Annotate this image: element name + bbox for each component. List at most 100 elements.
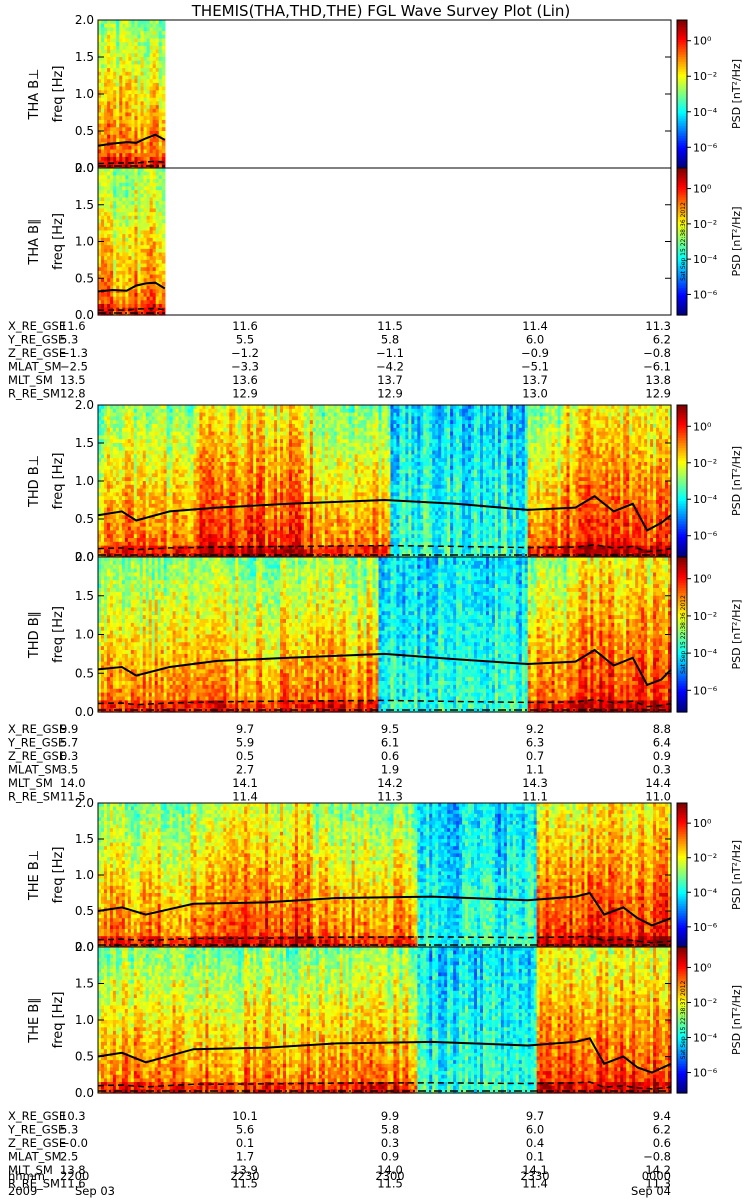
y-tick-label: 1.0 bbox=[75, 87, 94, 101]
y-tick-label: 1.0 bbox=[75, 235, 94, 249]
heatmap-cell bbox=[162, 297, 166, 301]
heatmap-cell bbox=[162, 142, 166, 146]
y-tick-label: 0.5 bbox=[75, 124, 94, 138]
colorbar-tick-label: 10⁰ bbox=[693, 183, 712, 196]
heatmap-cell bbox=[162, 153, 166, 157]
colorbar-tick-label: 10⁻⁴ bbox=[693, 106, 718, 119]
heatmap-cell bbox=[162, 157, 166, 161]
heatmap-cell bbox=[162, 42, 166, 46]
heatmap-cell bbox=[162, 223, 166, 227]
heatmap-cell bbox=[162, 271, 166, 275]
heatmap-cell bbox=[162, 105, 166, 109]
spectrogram-heatmap bbox=[98, 20, 165, 169]
heatmap-cell bbox=[162, 35, 166, 39]
spectrogram-heatmap bbox=[98, 168, 165, 316]
heatmap-cell bbox=[162, 282, 166, 286]
heatmap-cell bbox=[162, 64, 166, 68]
heatmap-cell bbox=[162, 190, 166, 194]
heatmap-cell bbox=[162, 20, 166, 24]
heatmap-cell bbox=[162, 53, 166, 57]
heatmap-cell bbox=[162, 175, 166, 179]
heatmap-cell bbox=[162, 293, 166, 297]
heatmap-cell bbox=[162, 186, 166, 190]
heatmap-cell bbox=[162, 57, 166, 61]
colorbar-tick-label: 10⁻² bbox=[693, 70, 717, 83]
heatmap-cell bbox=[162, 275, 166, 279]
heatmap-cell bbox=[162, 245, 166, 249]
y-tick-label: 1.5 bbox=[75, 198, 94, 212]
heatmap-cell bbox=[162, 300, 166, 304]
heatmap-cell bbox=[162, 249, 166, 253]
heatmap-cell bbox=[162, 194, 166, 198]
heatmap-cell bbox=[162, 253, 166, 257]
heatmap-cell bbox=[162, 208, 166, 212]
colorbar-timestamp: Sat Sep 15 22:38:36 2012 bbox=[680, 202, 687, 281]
heatmap-cell bbox=[162, 172, 166, 176]
y-tick-label: 2.0 bbox=[75, 13, 94, 27]
heatmap-cell bbox=[162, 205, 166, 209]
colorbar-tick-label: 10⁰ bbox=[693, 35, 712, 48]
colorbar: 10⁰ 10⁻² 10⁻⁴ 10⁻⁶ PSD [nT²/Hz] bbox=[677, 20, 743, 169]
heatmap-cell bbox=[162, 101, 166, 105]
colorbar-tick-label: 10⁻⁴ bbox=[693, 253, 718, 266]
y-tick-label: 0.5 bbox=[75, 271, 94, 285]
heatmap-cell bbox=[162, 24, 166, 28]
heatmap-cell bbox=[162, 238, 166, 242]
heatmap-cell bbox=[162, 127, 166, 131]
heatmap-cell bbox=[162, 179, 166, 183]
heatmap-cell bbox=[162, 201, 166, 205]
colorbar-label: PSD [nT²/Hz] bbox=[730, 206, 743, 276]
heatmap-cell bbox=[162, 83, 166, 87]
heatmap-cell bbox=[162, 183, 166, 187]
heatmap-cell bbox=[162, 234, 166, 238]
heatmap-cell bbox=[162, 227, 166, 231]
heatmap-cell bbox=[162, 260, 166, 264]
heatmap-cell bbox=[162, 61, 166, 65]
heatmap-cell bbox=[162, 124, 166, 128]
heatmap-cell bbox=[162, 146, 166, 150]
heatmap-cell bbox=[162, 230, 166, 234]
colorbar-tick-label: 10⁻⁶ bbox=[693, 141, 718, 154]
heatmap-cell bbox=[162, 79, 166, 83]
heatmap-cell bbox=[162, 242, 166, 246]
panel-ylabel-sub: freq [Hz] bbox=[51, 66, 66, 123]
colorbar: 10⁰ 10⁻² 10⁻⁴ 10⁻⁶ PSD [nT²/Hz] Sat Sep 15 22… bbox=[677, 168, 743, 316]
heatmap-cell bbox=[162, 289, 166, 293]
heatmap-cell bbox=[162, 27, 166, 31]
heatmap-cell bbox=[162, 197, 166, 201]
heatmap-cell bbox=[162, 113, 166, 117]
panel-frame bbox=[98, 20, 671, 168]
heatmap-cell bbox=[162, 120, 166, 124]
heatmap-cell bbox=[162, 168, 166, 172]
heatmap-cell bbox=[162, 264, 166, 268]
panel-ylabel-sub: freq [Hz] bbox=[51, 213, 66, 270]
colorbar-label: PSD [nT²/Hz] bbox=[730, 59, 743, 129]
heatmap-cell bbox=[162, 76, 166, 80]
heatmap-cell bbox=[162, 267, 166, 271]
heatmap-cell bbox=[162, 50, 166, 54]
colorbar-tick-label: 10⁻⁶ bbox=[693, 288, 718, 301]
heatmap-cell bbox=[162, 68, 166, 72]
heatmap-cell bbox=[162, 39, 166, 43]
heatmap-cell bbox=[162, 219, 166, 223]
panel-ylabel: THA B∥ bbox=[27, 218, 42, 265]
colorbar-tick-label: 10⁻² bbox=[693, 218, 717, 231]
heatmap-cell bbox=[162, 98, 166, 102]
plot-title: THEMIS(THA,THD,THE) FGL Wave Survey Plot… bbox=[191, 2, 570, 20]
heatmap-cell bbox=[162, 216, 166, 220]
heatmap-cell bbox=[162, 278, 166, 282]
heatmap-cell bbox=[162, 304, 166, 308]
heatmap-cell bbox=[162, 31, 166, 35]
heatmap-cell bbox=[162, 150, 166, 154]
heatmap-cell bbox=[162, 212, 166, 216]
y-tick-label: 1.5 bbox=[75, 50, 94, 64]
panel-ylabel: THA B⊥ bbox=[27, 69, 42, 121]
heatmap-cell bbox=[162, 72, 166, 76]
y-tick-label: 2.0 bbox=[75, 161, 94, 175]
